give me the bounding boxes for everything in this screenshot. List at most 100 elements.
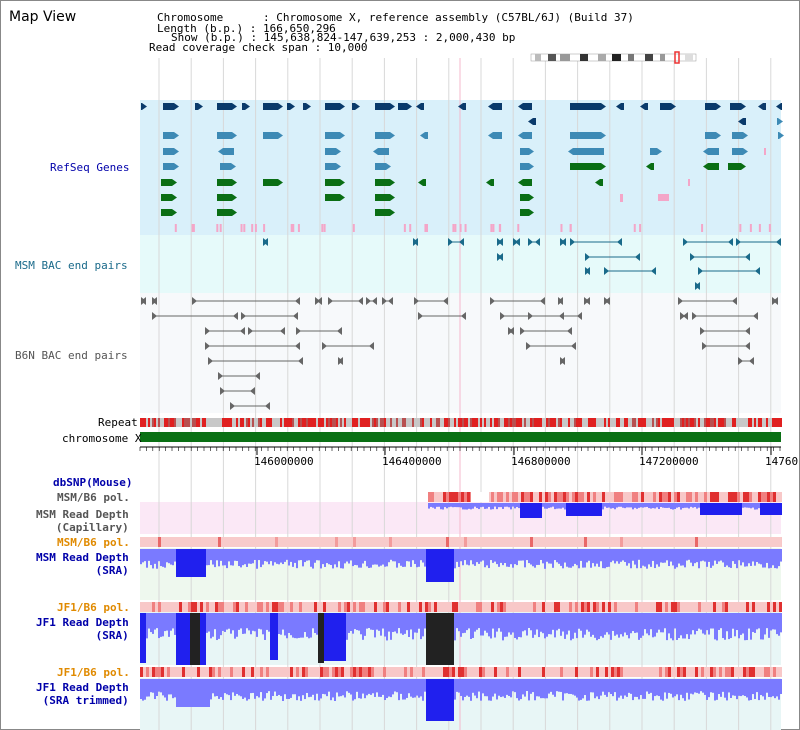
jf1-pol-strip-1 xyxy=(341,602,344,612)
jf1-sra-depth xyxy=(400,613,402,634)
jf1-trim-depth xyxy=(386,679,388,699)
jf1-trim-depth xyxy=(374,679,376,697)
b6n-bac-pair-end xyxy=(240,327,245,335)
msm-cap-depth xyxy=(588,503,590,516)
msm-pol-strip-1 xyxy=(764,492,767,502)
jf1-sra-depth xyxy=(342,613,344,661)
jf1-trim-depth xyxy=(732,679,734,696)
repeat-segment xyxy=(362,418,364,427)
b6n-bac-pair-end xyxy=(241,312,246,320)
track-label-msm-bac[interactable]: MSM BAC end pairs xyxy=(15,259,128,272)
b6n-bac-pair-end xyxy=(509,327,514,335)
msm-cap-depth xyxy=(462,503,464,510)
msm-pol-strip-1 xyxy=(434,492,437,502)
jf1-sra-depth xyxy=(722,613,724,639)
msm-pol-strip-2 xyxy=(338,537,341,547)
msm-sra-depth xyxy=(774,549,776,569)
jf1-trim-depth xyxy=(552,679,554,695)
msm-pol-strip-2 xyxy=(545,537,548,547)
refseq-gene xyxy=(375,194,395,201)
jf1-trim-depth xyxy=(640,679,642,696)
track-label-refseq[interactable]: RefSeq Genes xyxy=(50,161,130,174)
jf1-sra-depth xyxy=(516,613,518,640)
jf1-pol-strip-1 xyxy=(239,602,242,612)
repeat-segment xyxy=(372,418,374,427)
repeat-segment xyxy=(578,418,580,427)
msm-sra-depth xyxy=(230,549,232,566)
msm-pol-strip-1 xyxy=(503,492,506,502)
msm-sra-depth xyxy=(430,549,432,582)
repeat-segment xyxy=(402,418,404,427)
track-label-msm-pol-2[interactable]: MSM/B6 pol. xyxy=(57,536,130,549)
track-label-jf1-depth-trimmed[interactable]: JF1 Read Depth (SRA trimmed) xyxy=(36,681,129,707)
track-label-repeat[interactable]: Repeat xyxy=(98,416,138,429)
msm-sra-depth xyxy=(622,549,624,561)
jf1-sra-depth xyxy=(170,613,172,631)
jf1-trim-depth xyxy=(288,679,290,700)
jf1-pol-strip-2 xyxy=(587,667,590,677)
track-label-msm-pol-1[interactable]: MSM/B6 pol. xyxy=(57,491,130,504)
repeat-segment xyxy=(182,418,184,427)
jf1-sra-depth xyxy=(272,613,274,660)
jf1-sra-depth xyxy=(394,613,396,632)
track-label-msm-depth-capillary[interactable]: MSM Read Depth (Capillary) xyxy=(36,508,129,534)
msm-sra-depth xyxy=(444,549,446,582)
jf1-sra-depth xyxy=(470,613,472,639)
msm-cap-depth xyxy=(506,503,508,507)
msm-pol-strip-2 xyxy=(689,537,692,547)
msm-sra-depth xyxy=(392,549,394,562)
msm-sra-depth xyxy=(466,549,468,565)
repeat-segment xyxy=(494,418,496,427)
jf1-sra-depth xyxy=(256,613,258,637)
jf1-trim-depth xyxy=(534,679,536,701)
msm-pol-strip-1 xyxy=(647,492,650,502)
msm-sra-depth xyxy=(330,549,332,566)
jf1-sra-depth xyxy=(570,613,572,641)
jf1-sra-depth xyxy=(694,613,696,635)
msm-pol-strip-2 xyxy=(707,537,710,547)
chromosome-info: Chromosome : Chromosome X, reference ass… xyxy=(157,11,634,24)
msm-pol-strip-2 xyxy=(725,537,728,547)
b6n-bac-pair-end xyxy=(280,327,285,335)
b6n-bac-pair-end xyxy=(255,372,260,380)
track-label-jf1-depth-sra[interactable]: JF1 Read Depth (SRA) xyxy=(36,616,129,642)
repeat-segment xyxy=(504,418,506,427)
jf1-trim-depth xyxy=(496,679,498,700)
msm-sra-depth xyxy=(292,549,294,567)
track-label-chromosome[interactable]: chromosome X xyxy=(62,432,142,445)
track-label-dbsnp[interactable]: dbSNP(Mouse) xyxy=(53,476,133,489)
msm-pol-strip-2 xyxy=(362,537,365,547)
track-label-b6n-bac[interactable]: B6N BAC end pairs xyxy=(15,349,128,362)
jf1-pol-strip-1 xyxy=(521,602,524,612)
jf1-trim-depth xyxy=(520,679,522,700)
jf1-trim-depth xyxy=(502,679,504,697)
jf1-pol-strip-2 xyxy=(722,667,725,677)
msm-sra-depth xyxy=(618,549,620,564)
jf1-pol-strip-2 xyxy=(647,667,650,677)
msm-pol-strip-1 xyxy=(488,492,491,502)
b6n-bac-pair-end xyxy=(293,312,298,320)
msm-cap-depth xyxy=(738,503,740,515)
jf1-pol-strip-2 xyxy=(347,667,350,677)
track-label-jf1-pol-1[interactable]: JF1/B6 pol. xyxy=(57,601,130,614)
jf1-pol-strip-1 xyxy=(260,602,263,612)
jf1-pol-strip-2 xyxy=(251,667,254,677)
msm-pol-strip-2 xyxy=(638,537,641,547)
msm-pol-strip-1 xyxy=(665,492,668,502)
msm-pol-strip-2 xyxy=(320,537,323,547)
jf1-pol-strip-2 xyxy=(362,667,365,677)
msm-bac-pair-end xyxy=(776,238,781,246)
refseq-gene xyxy=(352,103,360,110)
jf1-pol-strip-2 xyxy=(395,667,398,677)
msm-sra-depth xyxy=(694,549,696,564)
msm-sra-depth xyxy=(742,549,744,563)
msm-pol-strip-2 xyxy=(650,537,653,547)
msm-cap-depth xyxy=(724,503,726,515)
jf1-sra-depth xyxy=(650,613,652,630)
jf1-pol-strip-1 xyxy=(557,602,560,612)
track-label-jf1-pol-2[interactable]: JF1/B6 pol. xyxy=(57,666,130,679)
msm-sra-depth xyxy=(504,549,506,564)
track-label-msm-depth-sra[interactable]: MSM Read Depth (SRA) xyxy=(36,551,129,577)
jf1-trim-depth xyxy=(274,679,276,692)
